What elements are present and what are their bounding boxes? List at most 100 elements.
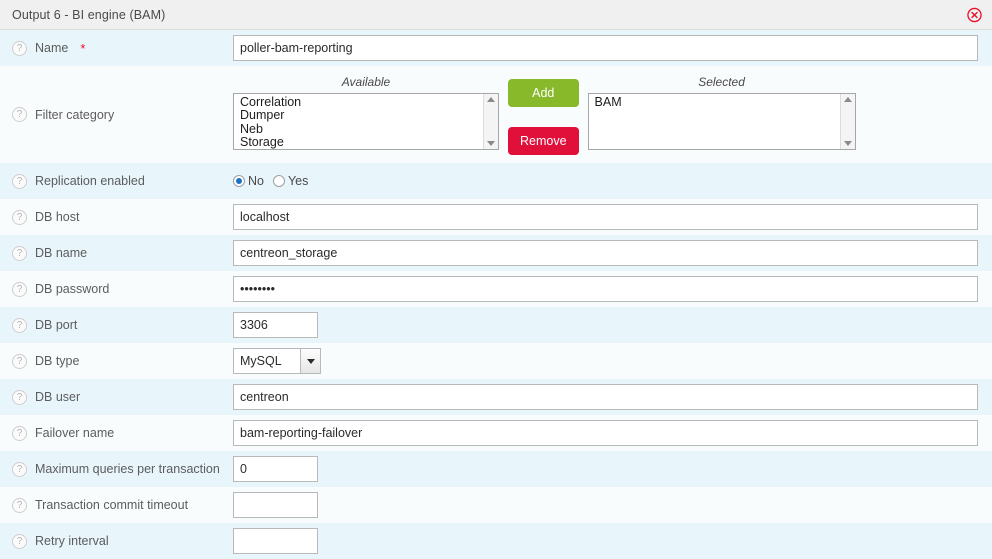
label-db-host: DB host [35, 210, 80, 224]
selected-listbox-scrollbar[interactable] [839, 93, 855, 149]
label-cell-retry-interval: ? Retry interval [12, 533, 233, 549]
db-user-input[interactable] [233, 384, 978, 410]
radio-dot-icon[interactable] [233, 175, 245, 187]
close-icon[interactable] [967, 7, 982, 22]
row-db-name: ? DB name [0, 235, 992, 271]
value-cell-retry-interval [233, 528, 992, 554]
label-cell-db-user: ? DB user [12, 389, 233, 405]
selected-listbox-items: BAM [589, 94, 840, 149]
label-cell-transaction-commit-timeout: ? Transaction commit timeout [12, 497, 233, 513]
row-filter-category: ? Filter category Available Correlation … [0, 66, 992, 163]
label-retry-interval: Retry interval [35, 534, 109, 548]
scroll-down-arrow-icon[interactable] [487, 140, 495, 146]
panel-title: Output 6 - BI engine (BAM) [12, 7, 166, 22]
failover-name-input[interactable] [233, 420, 978, 446]
radio-label-no: No [248, 174, 264, 188]
help-question-icon[interactable]: ? [12, 209, 27, 225]
remove-button[interactable]: Remove [508, 126, 579, 155]
label-cell-db-password: ? DB password [12, 281, 233, 297]
row-db-host: ? DB host [0, 199, 992, 235]
value-cell-name [233, 35, 992, 61]
label-cell-db-type: ? DB type [12, 353, 233, 369]
label-transaction-commit-timeout: Transaction commit timeout [35, 498, 189, 512]
row-failover-name: ? Failover name [0, 415, 992, 451]
value-cell-db-password [233, 276, 992, 302]
label-cell-db-name: ? DB name [12, 245, 233, 261]
list-item[interactable]: Correlation [240, 94, 302, 109]
db-name-input[interactable] [233, 240, 978, 266]
available-listbox-items: Correlation Dumper Neb Storage [234, 94, 483, 149]
help-question-icon[interactable]: ? [12, 245, 27, 261]
help-question-icon[interactable]: ? [12, 353, 27, 369]
db-type-select[interactable]: MySQL [233, 348, 321, 374]
label-cell-replication-enabled: ? Replication enabled [12, 173, 233, 189]
row-db-user: ? DB user [0, 379, 992, 415]
help-question-icon[interactable]: ? [12, 425, 27, 441]
db-password-input[interactable] [233, 276, 978, 302]
list-item[interactable]: BAM [594, 94, 622, 109]
help-question-icon[interactable]: ? [12, 317, 27, 333]
max-queries-per-transaction-input[interactable] [233, 456, 318, 482]
label-db-name: DB name [35, 246, 88, 260]
add-button[interactable]: Add [508, 78, 579, 107]
help-question-icon[interactable]: ? [12, 497, 27, 513]
db-host-input[interactable] [233, 204, 978, 230]
row-db-type: ? DB type MySQL [0, 343, 992, 379]
scroll-up-arrow-icon[interactable] [487, 96, 495, 102]
scroll-up-arrow-icon[interactable] [843, 96, 852, 102]
label-cell-failover-name: ? Failover name [12, 425, 233, 441]
available-caption: Available [341, 74, 391, 89]
value-cell-db-port [233, 312, 992, 338]
row-transaction-commit-timeout: ? Transaction commit timeout [0, 487, 992, 523]
help-question-icon[interactable]: ? [12, 107, 27, 122]
chevron-down-icon[interactable] [300, 349, 320, 373]
label-cell-db-host: ? DB host [12, 209, 233, 225]
label-cell-db-port: ? DB port [12, 317, 233, 333]
help-question-icon[interactable]: ? [12, 173, 27, 189]
available-listbox[interactable]: Correlation Dumper Neb Storage [233, 92, 499, 150]
row-retry-interval: ? Retry interval [0, 523, 992, 559]
value-cell-transaction-commit-timeout [233, 492, 992, 518]
value-cell-max-queries-per-transaction [233, 456, 992, 482]
list-item[interactable]: Dumper [240, 108, 285, 122]
value-cell-failover-name [233, 420, 992, 446]
name-input[interactable] [233, 35, 978, 61]
selected-caption: Selected [698, 74, 745, 89]
radio-label-yes: Yes [287, 174, 309, 188]
radio-replication-no[interactable]: No [233, 174, 264, 188]
dual-list-filter-category: Available Correlation Dumper Neb Storage [233, 75, 856, 155]
value-cell-db-user [233, 384, 992, 410]
help-question-icon[interactable]: ? [12, 40, 27, 56]
selected-listbox[interactable]: BAM [587, 92, 856, 150]
scroll-down-arrow-icon[interactable] [843, 140, 852, 146]
value-cell-replication-enabled: No Yes [233, 174, 992, 188]
required-marker-name: * [80, 40, 86, 56]
radio-dot-icon[interactable] [272, 175, 285, 187]
db-type-selected-value: MySQL [240, 354, 282, 368]
radio-replication-yes[interactable]: Yes [272, 174, 309, 188]
value-cell-db-type: MySQL [233, 348, 992, 374]
selected-column: Selected BAM [587, 74, 856, 150]
transaction-commit-timeout-input[interactable] [233, 492, 318, 518]
available-listbox-scrollbar[interactable] [483, 93, 498, 149]
value-cell-db-host [233, 204, 992, 230]
db-port-input[interactable] [233, 312, 318, 338]
label-db-type: DB type [35, 354, 80, 368]
panel-header: Output 6 - BI engine (BAM) [0, 0, 992, 30]
label-cell-filter-category: ? Filter category [12, 107, 233, 122]
row-name: ? Name * [0, 30, 992, 66]
help-question-icon[interactable]: ? [12, 461, 27, 477]
replication-enabled-radio-group: No Yes [233, 174, 313, 188]
transfer-buttons: Add Remove [499, 75, 588, 155]
label-failover-name: Failover name [35, 426, 115, 440]
label-cell-name: ? Name * [12, 40, 233, 56]
retry-interval-input[interactable] [233, 528, 318, 554]
list-item[interactable]: Storage [240, 135, 284, 149]
row-db-password: ? DB password [0, 271, 992, 307]
help-question-icon[interactable]: ? [12, 389, 27, 405]
help-question-icon[interactable]: ? [12, 533, 27, 549]
label-max-queries-per-transaction: Maximum queries per transaction [35, 462, 220, 476]
help-question-icon[interactable]: ? [12, 281, 27, 297]
list-item[interactable]: Neb [240, 121, 263, 136]
